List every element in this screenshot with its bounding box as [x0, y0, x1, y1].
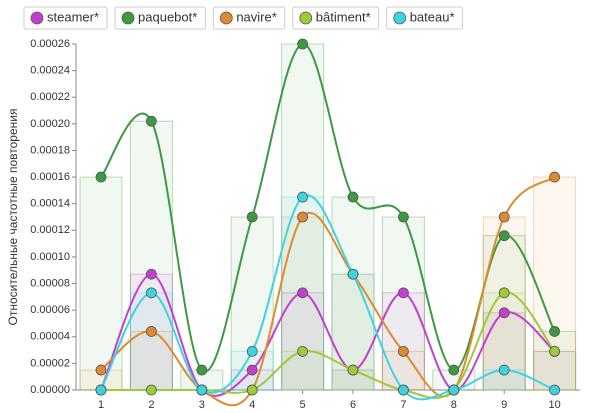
point	[145, 268, 157, 280]
y-tick-label: 0.00022	[30, 91, 70, 103]
point	[95, 384, 107, 396]
point	[347, 191, 359, 203]
point	[196, 384, 208, 396]
point	[549, 171, 560, 183]
point	[145, 384, 157, 396]
point	[498, 307, 510, 319]
point	[397, 211, 409, 223]
series-line	[100, 176, 556, 407]
legend-label: steamer*	[47, 9, 99, 24]
y-tick-label: 0.00026	[30, 38, 70, 50]
y-axis-label: Относительные частотные повторения	[6, 109, 20, 326]
point	[397, 287, 409, 299]
x-tick-label: 2	[148, 399, 154, 411]
point	[246, 364, 258, 376]
legend-label: navire*	[236, 9, 276, 24]
point	[246, 346, 258, 357]
legend-item	[23, 6, 108, 30]
point	[297, 346, 309, 357]
point	[145, 326, 157, 337]
legend-marker	[393, 11, 407, 25]
point	[347, 268, 359, 280]
y-tick-label: 0.00008	[30, 277, 70, 289]
x-tick-label: 9	[501, 399, 507, 411]
x-tick-label: 5	[300, 399, 306, 411]
legend-label: paquebot*	[138, 9, 197, 24]
series-line	[101, 291, 556, 399]
point	[95, 171, 107, 183]
point	[397, 384, 409, 396]
bar	[129, 120, 173, 391]
y-tick-label: 0.00020	[30, 118, 70, 130]
x-tick-label: 1	[98, 399, 104, 411]
y-tick-label: 0.00002	[30, 357, 70, 369]
y-tick-label: 0.00024	[30, 65, 70, 77]
legend-label: bateau*	[410, 9, 455, 24]
bar	[482, 312, 526, 391]
point	[297, 287, 309, 299]
point	[95, 364, 107, 376]
point	[448, 384, 460, 396]
x-tick-label: 8	[451, 399, 457, 411]
point	[549, 346, 560, 357]
legend-marker	[219, 11, 233, 25]
legend: steamer* paquebot* navire* bâtiment* bateau*	[23, 6, 464, 30]
x-tick-label: 7	[400, 399, 406, 411]
point	[347, 364, 359, 376]
legend-item	[212, 6, 286, 30]
legend-item	[114, 6, 206, 30]
y-tick-label: 0.00004	[30, 331, 70, 343]
point	[246, 211, 258, 223]
point	[448, 364, 460, 376]
legend-label: bâtiment*	[316, 9, 371, 24]
point	[145, 115, 157, 127]
point	[145, 287, 157, 299]
y-tick-label: 0.00016	[30, 171, 70, 183]
bar	[381, 216, 425, 391]
x-tick-label: 3	[199, 399, 205, 411]
x-tick-label: 4	[249, 399, 255, 411]
legend-marker	[30, 11, 44, 25]
bar	[533, 350, 577, 391]
point	[549, 384, 560, 396]
y-tick-label: 0.00000	[30, 384, 70, 396]
x-tick-label: 6	[350, 399, 356, 411]
point	[498, 230, 510, 242]
legend-marker	[121, 11, 135, 25]
point	[549, 326, 560, 337]
point	[498, 364, 510, 376]
legend-marker	[299, 11, 313, 25]
series-line	[100, 43, 556, 373]
point	[397, 346, 409, 357]
point	[297, 211, 309, 223]
point	[297, 38, 309, 50]
point	[246, 384, 258, 396]
legend-item	[386, 6, 464, 30]
y-tick-label: 0.00006	[30, 304, 70, 316]
point	[498, 287, 510, 299]
bar	[533, 330, 577, 391]
point	[196, 364, 208, 376]
bar	[79, 176, 123, 391]
y-tick-label: 0.00018	[30, 144, 70, 156]
legend-item	[292, 6, 380, 30]
point	[297, 191, 309, 203]
x-tick-label: 10	[548, 399, 560, 411]
series-line	[100, 273, 556, 397]
y-tick-label: 0.00010	[30, 251, 70, 263]
y-tick-label: 0.00014	[30, 198, 70, 210]
point	[498, 211, 510, 223]
y-tick-label: 0.00012	[30, 224, 70, 236]
